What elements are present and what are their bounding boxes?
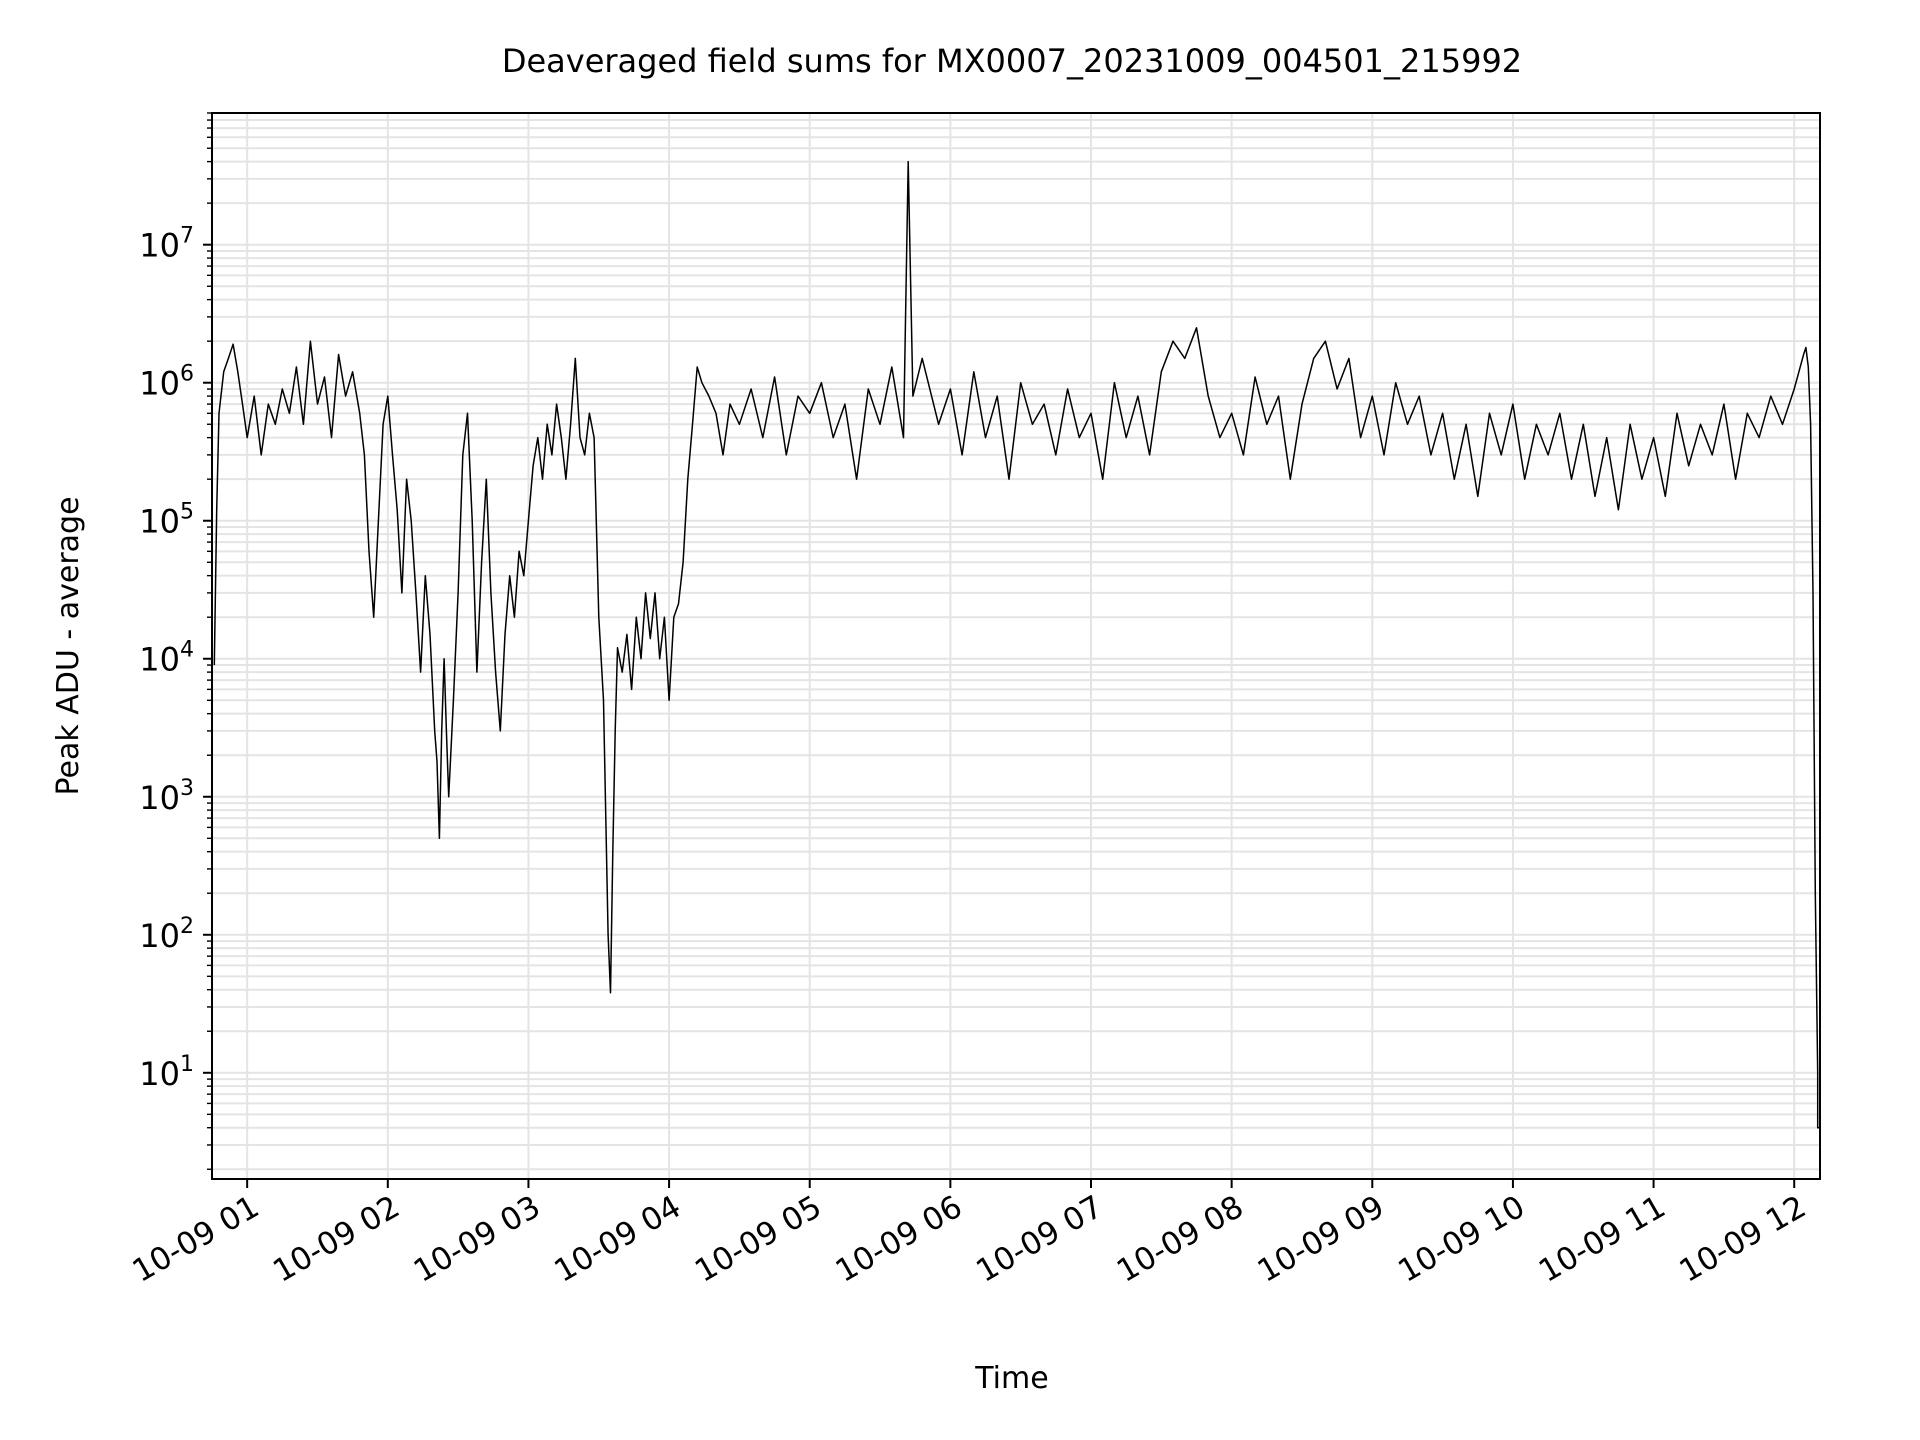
- x-axis-label: Time: [974, 1361, 1048, 1396]
- series-line: [213, 160, 1820, 1129]
- y-tick-label: 103: [139, 776, 194, 817]
- y-tick-base: 10: [139, 779, 180, 817]
- y-tick-base: 10: [139, 917, 180, 955]
- y-tick-exponent: 6: [180, 362, 194, 387]
- y-tick-base: 10: [139, 641, 180, 679]
- y-tick-exponent: 3: [180, 776, 194, 801]
- y-tick-label: 107: [139, 224, 194, 265]
- y-tick-base: 10: [139, 1055, 180, 1093]
- y-tick-label: 105: [139, 500, 194, 541]
- y-tick-label: 106: [139, 362, 194, 403]
- y-tick-base: 10: [139, 365, 180, 403]
- y-tick-label: 104: [139, 638, 194, 679]
- y-tick-exponent: 5: [180, 500, 194, 525]
- y-axis-label: Peak ADU - average: [51, 496, 86, 795]
- chart-title: Deaveraged field sums for MX0007_2023100…: [502, 42, 1522, 80]
- grid: [212, 112, 1820, 1179]
- y-tick-base: 10: [139, 227, 180, 265]
- y-tick-label: 102: [139, 914, 194, 955]
- y-tick-exponent: 7: [180, 224, 194, 249]
- plot-frame: [211, 112, 1821, 1180]
- y-tick-exponent: 4: [180, 638, 194, 663]
- series-layer: [213, 160, 1820, 1129]
- y-tick-label: 101: [139, 1052, 194, 1093]
- y-tick-exponent: 1: [180, 1052, 194, 1077]
- y-tick-exponent: 2: [180, 914, 194, 939]
- y-tick-base: 10: [139, 503, 180, 541]
